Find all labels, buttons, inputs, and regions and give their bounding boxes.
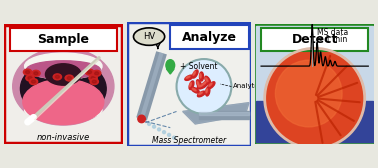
Circle shape <box>158 128 161 131</box>
Polygon shape <box>183 103 249 124</box>
Ellipse shape <box>185 75 193 80</box>
Ellipse shape <box>53 74 62 80</box>
Ellipse shape <box>23 79 104 124</box>
Ellipse shape <box>197 84 206 89</box>
Ellipse shape <box>208 82 215 89</box>
Ellipse shape <box>205 76 211 84</box>
FancyBboxPatch shape <box>127 22 251 146</box>
Ellipse shape <box>32 70 40 76</box>
Ellipse shape <box>197 91 206 97</box>
Ellipse shape <box>28 77 32 79</box>
Ellipse shape <box>186 76 190 78</box>
Ellipse shape <box>203 82 206 85</box>
Ellipse shape <box>133 28 165 45</box>
Ellipse shape <box>201 81 209 87</box>
Circle shape <box>147 122 150 125</box>
Ellipse shape <box>166 60 175 71</box>
Ellipse shape <box>85 69 94 75</box>
Ellipse shape <box>189 81 194 90</box>
Polygon shape <box>199 111 249 119</box>
Ellipse shape <box>25 71 30 74</box>
Ellipse shape <box>192 70 198 78</box>
Text: < 1 min: < 1 min <box>317 35 347 45</box>
FancyBboxPatch shape <box>5 25 122 143</box>
Ellipse shape <box>193 71 195 75</box>
Circle shape <box>177 59 231 114</box>
Text: + Solvent: + Solvent <box>180 62 218 71</box>
Ellipse shape <box>197 80 201 88</box>
Ellipse shape <box>26 75 34 81</box>
Text: non-invasive: non-invasive <box>37 133 90 142</box>
Ellipse shape <box>20 59 106 119</box>
FancyBboxPatch shape <box>256 25 373 143</box>
Ellipse shape <box>23 69 32 75</box>
Ellipse shape <box>87 71 91 74</box>
Bar <box>256 101 373 142</box>
Ellipse shape <box>91 77 95 79</box>
Ellipse shape <box>206 87 210 96</box>
Polygon shape <box>199 112 249 115</box>
Ellipse shape <box>189 82 192 87</box>
Ellipse shape <box>93 70 101 76</box>
Ellipse shape <box>192 88 196 91</box>
Ellipse shape <box>200 72 203 81</box>
Ellipse shape <box>191 87 199 93</box>
Ellipse shape <box>25 53 102 79</box>
Circle shape <box>276 60 342 127</box>
Polygon shape <box>183 103 249 124</box>
Ellipse shape <box>13 48 114 125</box>
Circle shape <box>172 136 175 139</box>
Ellipse shape <box>198 85 203 87</box>
Ellipse shape <box>25 99 102 121</box>
Ellipse shape <box>45 64 81 85</box>
Text: Mass Spectrometer: Mass Spectrometer <box>152 136 226 145</box>
Text: MS data: MS data <box>317 28 348 37</box>
Ellipse shape <box>92 80 96 83</box>
Ellipse shape <box>65 75 73 81</box>
Ellipse shape <box>197 81 199 86</box>
Text: HV: HV <box>143 32 155 41</box>
Ellipse shape <box>89 75 97 81</box>
Text: Analyte: Analyte <box>232 83 259 90</box>
Ellipse shape <box>29 79 38 85</box>
Ellipse shape <box>206 78 208 81</box>
FancyBboxPatch shape <box>10 28 117 51</box>
Text: Sample: Sample <box>37 33 89 46</box>
Circle shape <box>167 133 170 136</box>
Ellipse shape <box>94 72 99 75</box>
Ellipse shape <box>67 77 71 79</box>
Ellipse shape <box>34 72 38 75</box>
Ellipse shape <box>90 79 98 85</box>
Ellipse shape <box>55 75 59 78</box>
Ellipse shape <box>209 83 212 86</box>
Circle shape <box>265 48 365 148</box>
Text: Analyze: Analyze <box>182 31 237 44</box>
Ellipse shape <box>26 61 100 79</box>
Circle shape <box>163 131 166 134</box>
Circle shape <box>138 115 145 123</box>
Text: Detect: Detect <box>291 33 338 46</box>
Ellipse shape <box>31 80 36 83</box>
Ellipse shape <box>206 89 208 93</box>
Circle shape <box>153 125 156 128</box>
Polygon shape <box>167 69 174 74</box>
Ellipse shape <box>200 74 201 78</box>
FancyBboxPatch shape <box>261 28 368 51</box>
Ellipse shape <box>198 92 202 95</box>
FancyBboxPatch shape <box>170 25 249 49</box>
